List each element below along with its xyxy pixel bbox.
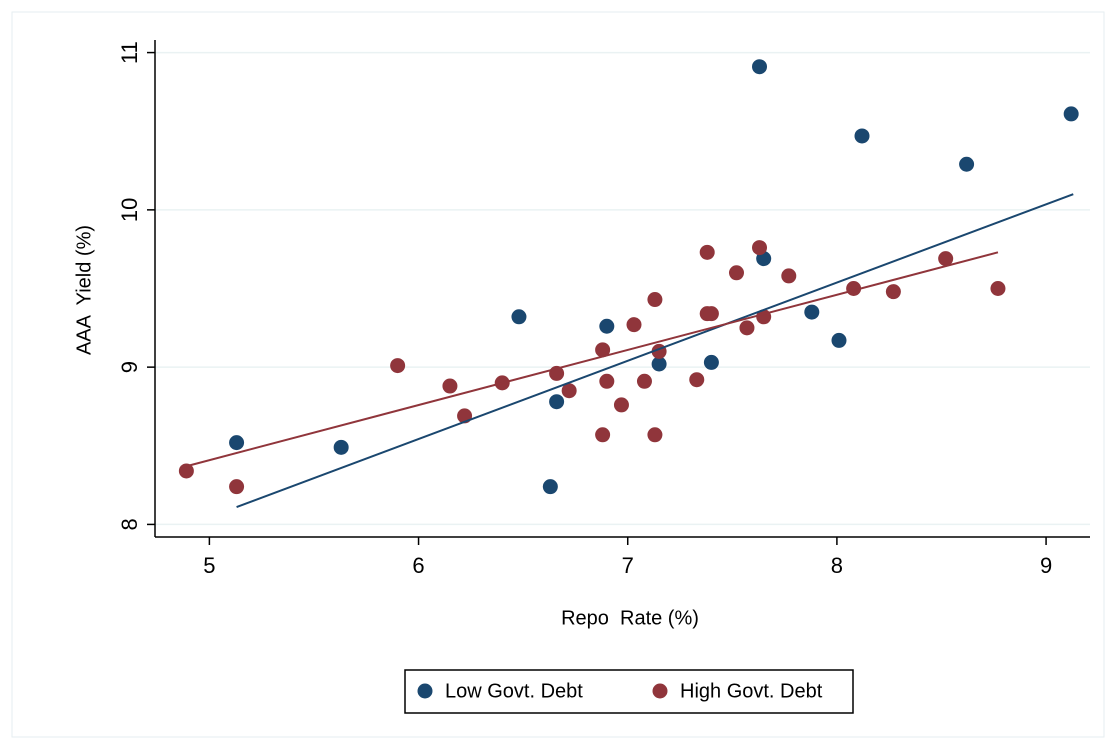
x-axis-label: Repo Rate (%) xyxy=(561,607,699,629)
point xyxy=(728,265,744,281)
point xyxy=(595,342,611,358)
point xyxy=(613,397,629,413)
point xyxy=(752,59,768,75)
point xyxy=(752,240,768,256)
x-tick-label: 7 xyxy=(622,553,634,578)
point xyxy=(1063,106,1079,122)
point xyxy=(229,479,245,495)
point xyxy=(626,317,642,333)
point xyxy=(703,354,719,370)
x-tick-label: 8 xyxy=(831,553,843,578)
y-tick-label: 11 xyxy=(117,41,142,64)
point xyxy=(390,358,406,374)
fit-line xyxy=(236,193,1074,509)
point xyxy=(229,435,245,451)
point xyxy=(178,463,194,479)
point xyxy=(854,128,870,144)
point xyxy=(333,439,349,455)
y-tick-label: 10 xyxy=(117,198,142,222)
x-tick-label: 5 xyxy=(203,553,215,578)
point xyxy=(647,292,663,308)
legend-label: Low Govt. Debt xyxy=(445,680,583,702)
fit-line xyxy=(186,251,999,468)
point xyxy=(699,244,715,260)
y-tick-label: 9 xyxy=(117,361,142,373)
point xyxy=(831,332,847,348)
x-tick-label: 6 xyxy=(412,553,424,578)
point xyxy=(647,427,663,443)
point xyxy=(804,304,820,320)
point xyxy=(599,318,615,334)
point xyxy=(651,356,667,372)
point xyxy=(885,284,901,300)
legend-marker xyxy=(417,683,433,699)
legend-marker xyxy=(652,683,668,699)
point xyxy=(739,320,755,336)
point xyxy=(938,251,954,267)
point xyxy=(511,309,527,325)
legend-box xyxy=(404,669,854,714)
point xyxy=(959,156,975,172)
y-tick-label: 8 xyxy=(117,518,142,530)
point xyxy=(599,373,615,389)
x-tick-label: 9 xyxy=(1040,553,1052,578)
point xyxy=(781,268,797,284)
point xyxy=(689,372,705,388)
point xyxy=(703,306,719,322)
point xyxy=(561,383,577,399)
point xyxy=(990,281,1006,296)
legend-label: High Govt. Debt xyxy=(680,680,823,702)
point xyxy=(636,373,652,389)
point xyxy=(542,479,558,495)
point xyxy=(442,378,458,394)
point xyxy=(595,427,611,443)
y-axis-label: AAA Yield (%) xyxy=(73,225,95,355)
point xyxy=(549,394,565,410)
